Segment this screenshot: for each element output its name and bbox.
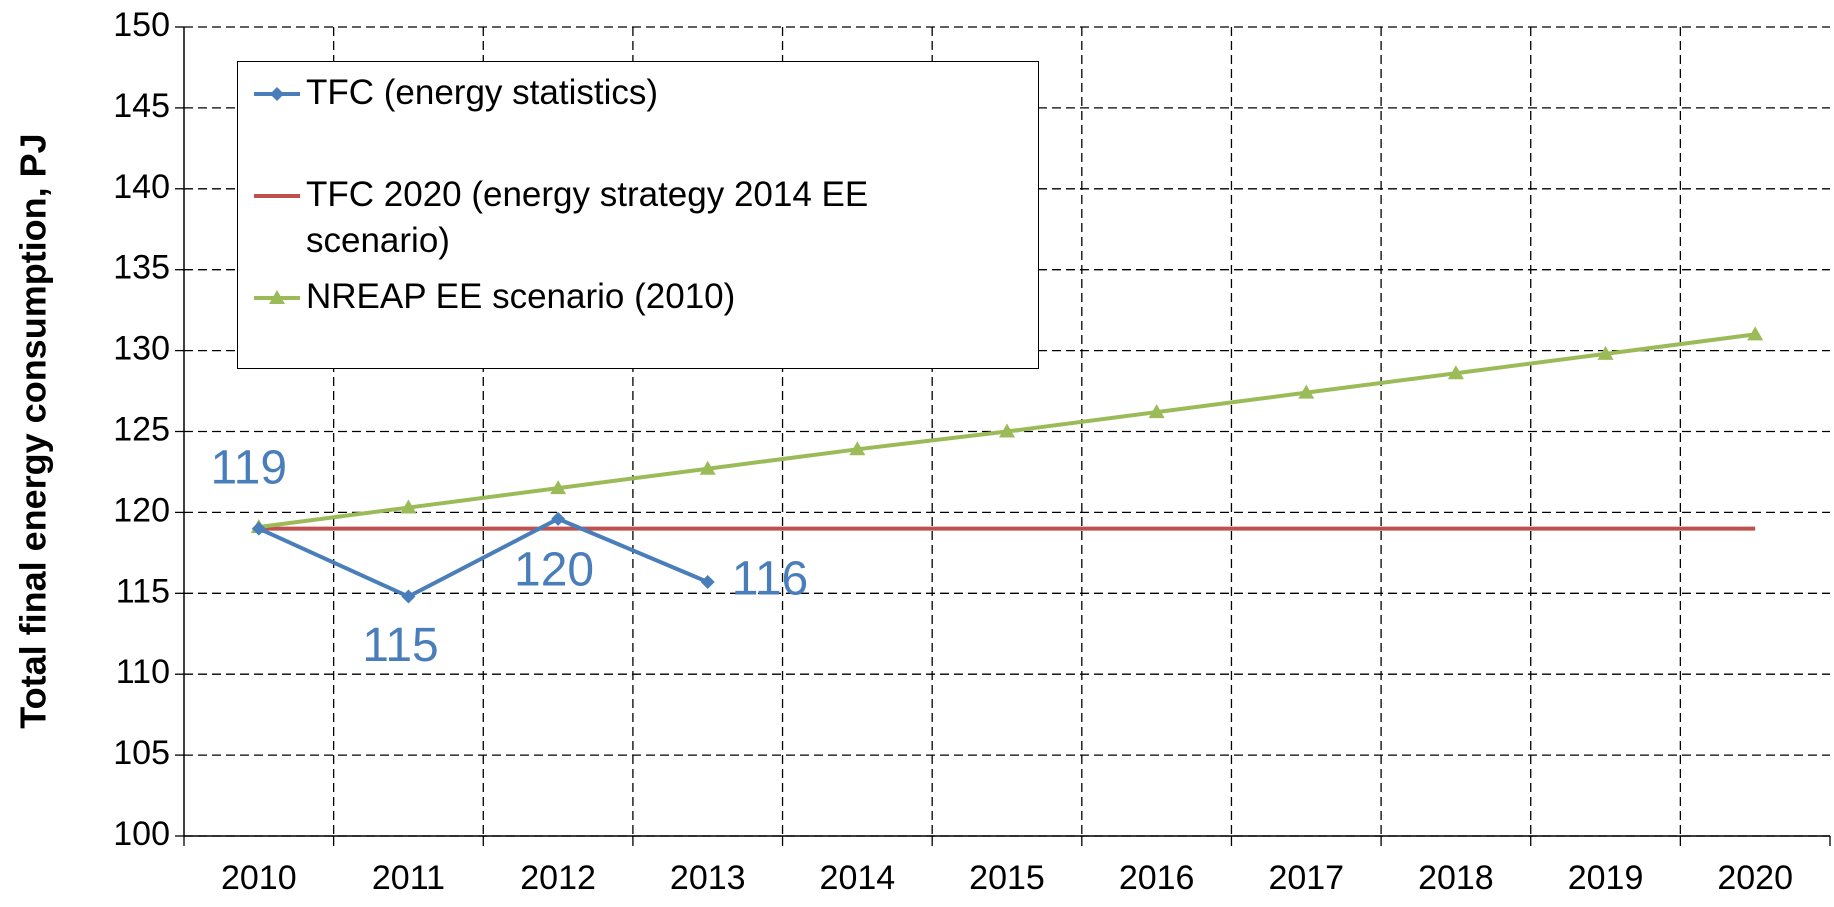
legend-swatch: [254, 87, 300, 101]
marker: [551, 511, 566, 526]
y-tick-label: 145: [113, 87, 170, 125]
x-tick-label: 2011: [372, 859, 445, 897]
x-tick-label: 2016: [1119, 859, 1195, 897]
y-tick-label: 120: [113, 491, 170, 529]
legend-swatch: [254, 194, 300, 198]
data-label: 116: [732, 553, 809, 606]
y-tick-label: 150: [113, 6, 170, 44]
y-tick-label: 130: [113, 330, 170, 368]
data-label: 115: [362, 619, 439, 672]
y-axis-title: Total final energy consumption, PJ: [13, 133, 54, 728]
legend-label: NREAP EE scenario (2010): [306, 277, 736, 316]
legend-entry: TFC (energy statistics): [252, 70, 996, 116]
marker: [251, 521, 266, 536]
y-tick-label: 115: [116, 572, 170, 610]
x-tick-label: 2015: [969, 859, 1045, 897]
series-line: [257, 516, 709, 599]
x-tick-label: 2014: [820, 859, 896, 897]
marker: [400, 499, 417, 514]
x-tick-label: 2010: [221, 859, 297, 897]
legend-swatch: [254, 290, 300, 304]
legend-label: TFC 2020 (energy strategy 2014 EE scenar…: [306, 175, 869, 260]
marker: [401, 589, 416, 604]
x-tick-label: 2017: [1268, 859, 1344, 897]
marker: [1148, 404, 1165, 419]
marker: [1597, 345, 1614, 360]
data-label: 120: [514, 544, 594, 597]
x-tick-label: 2018: [1418, 859, 1494, 897]
y-tick-label: 140: [113, 168, 170, 206]
x-tick-label: 2012: [520, 859, 596, 897]
legend-entry: NREAP EE scenario (2010): [252, 274, 996, 320]
marker: [700, 574, 715, 589]
marker: [699, 460, 716, 475]
y-tick-label: 100: [113, 815, 170, 853]
x-tick-label: 2019: [1568, 859, 1644, 897]
marker: [999, 423, 1015, 438]
y-tick-label: 105: [113, 734, 170, 772]
legend: TFC (energy statistics) TFC 2020 (energy …: [237, 61, 1039, 369]
marker: [1747, 326, 1764, 341]
marker: [1298, 384, 1315, 399]
x-tick-label: 2020: [1717, 859, 1793, 897]
legend-entry: TFC 2020 (energy strategy 2014 EE scenar…: [252, 172, 996, 264]
marker: [849, 441, 866, 456]
legend-marker: [269, 290, 285, 304]
marker: [550, 480, 567, 495]
legend-label: TFC (energy statistics): [306, 73, 658, 112]
y-tick-label: 125: [113, 410, 170, 448]
marker: [1447, 365, 1464, 380]
y-tick-label: 110: [116, 653, 170, 691]
data-label: 119: [211, 441, 288, 494]
y-tick-label: 135: [113, 249, 170, 287]
legend-marker: [270, 87, 284, 101]
x-tick-label: 2013: [670, 859, 746, 897]
